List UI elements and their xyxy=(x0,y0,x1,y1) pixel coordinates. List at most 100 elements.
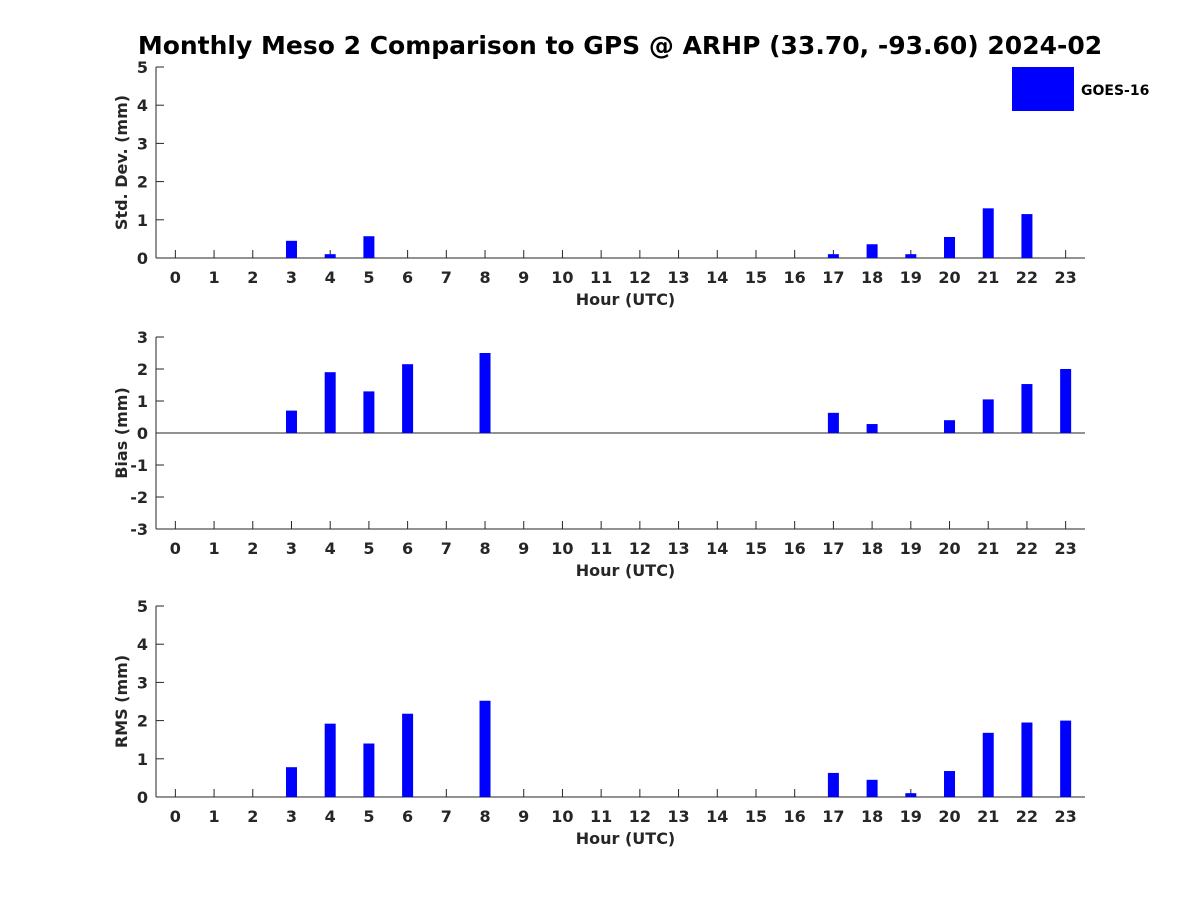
bar-hour-5 xyxy=(363,236,375,258)
y-tick-label: 3 xyxy=(137,673,148,692)
x-tick-label: 21 xyxy=(977,807,999,826)
x-tick-label: 8 xyxy=(479,807,490,826)
y-tick-label: 0 xyxy=(137,788,148,807)
y-tick-label: -2 xyxy=(130,488,148,507)
bar-hour-18 xyxy=(866,424,878,433)
x-tick-label: 13 xyxy=(667,539,689,558)
x-tick-label: 21 xyxy=(977,268,999,287)
bar-hour-3 xyxy=(285,410,297,433)
x-tick-label: 3 xyxy=(286,268,297,287)
bar-hour-17 xyxy=(827,412,839,433)
x-tick-label: 11 xyxy=(590,807,612,826)
y-tick-label: 5 xyxy=(137,58,148,77)
y-tick-label: 2 xyxy=(137,712,148,731)
x-tick-label: 9 xyxy=(518,807,529,826)
x-tick-label: 1 xyxy=(208,268,219,287)
x-tick-label: 14 xyxy=(706,268,728,287)
bar-hour-22 xyxy=(1021,722,1033,797)
x-tick-label: 17 xyxy=(822,539,844,558)
x-tick-label: 20 xyxy=(938,268,960,287)
x-axis-label: Hour (UTC) xyxy=(576,290,676,309)
x-tick-label: 7 xyxy=(441,807,452,826)
x-tick-label: 17 xyxy=(822,807,844,826)
y-tick-label: 0 xyxy=(137,249,148,268)
bar-hour-18 xyxy=(866,244,878,258)
y-tick-label: 1 xyxy=(137,392,148,411)
bar-hour-19 xyxy=(905,254,917,258)
x-tick-label: 3 xyxy=(286,807,297,826)
x-tick-label: 6 xyxy=(402,807,413,826)
bar-hour-21 xyxy=(982,732,994,797)
x-tick-label: 13 xyxy=(667,807,689,826)
x-tick-label: 18 xyxy=(861,268,883,287)
y-axis-label: Bias (mm) xyxy=(112,387,131,479)
x-tick-label: 1 xyxy=(208,807,219,826)
bar-hour-17 xyxy=(827,772,839,797)
x-tick-label: 4 xyxy=(325,268,336,287)
bar-hour-17 xyxy=(827,254,839,258)
y-tick-label: 1 xyxy=(137,211,148,230)
bar-hour-23 xyxy=(1060,369,1072,433)
x-tick-label: 12 xyxy=(629,268,651,287)
x-tick-label: 10 xyxy=(551,807,573,826)
x-tick-label: 22 xyxy=(1016,539,1038,558)
bar-hour-19 xyxy=(905,793,917,797)
bar-hour-20 xyxy=(944,236,956,258)
x-tick-label: 17 xyxy=(822,268,844,287)
x-tick-label: 22 xyxy=(1016,807,1038,826)
legend-label-goes-16: GOES-16 xyxy=(1081,83,1149,99)
bar-hour-21 xyxy=(982,208,994,258)
x-tick-label: 5 xyxy=(363,807,374,826)
y-axis-label: Std. Dev. (mm) xyxy=(112,95,131,230)
y-tick-label: 1 xyxy=(137,750,148,769)
x-axis-label: Hour (UTC) xyxy=(576,561,676,580)
bar-hour-20 xyxy=(944,771,956,797)
bar-hour-4 xyxy=(324,372,336,433)
x-tick-label: 10 xyxy=(551,539,573,558)
chart-title: Monthly Meso 2 Comparison to GPS @ ARHP … xyxy=(138,31,1102,60)
y-tick-label: 0 xyxy=(137,424,148,443)
x-tick-label: 9 xyxy=(518,539,529,558)
legend-swatch-goes-16 xyxy=(1012,67,1074,111)
x-tick-label: 23 xyxy=(1055,539,1077,558)
x-tick-label: 15 xyxy=(745,807,767,826)
bar-hour-8 xyxy=(479,353,491,433)
bar-hour-5 xyxy=(363,743,375,797)
x-tick-label: 2 xyxy=(247,539,258,558)
legend: GOES-16 xyxy=(1012,67,1149,111)
bar-hour-22 xyxy=(1021,214,1033,258)
x-tick-label: 5 xyxy=(363,539,374,558)
bar-hour-5 xyxy=(363,391,375,433)
x-tick-label: 0 xyxy=(170,539,181,558)
x-tick-label: 1 xyxy=(208,539,219,558)
x-tick-label: 20 xyxy=(938,539,960,558)
x-tick-label: 6 xyxy=(402,539,413,558)
x-tick-label: 14 xyxy=(706,807,728,826)
x-tick-label: 23 xyxy=(1055,268,1077,287)
x-axis-label: Hour (UTC) xyxy=(576,829,676,848)
x-tick-label: 8 xyxy=(479,539,490,558)
x-tick-label: 16 xyxy=(784,268,806,287)
x-tick-label: 2 xyxy=(247,268,258,287)
x-tick-label: 15 xyxy=(745,539,767,558)
bar-hour-6 xyxy=(402,364,414,433)
x-tick-label: 21 xyxy=(977,539,999,558)
bar-hour-4 xyxy=(324,723,336,797)
x-tick-label: 0 xyxy=(170,807,181,826)
x-tick-label: 9 xyxy=(518,268,529,287)
x-tick-label: 16 xyxy=(784,539,806,558)
x-tick-label: 5 xyxy=(363,268,374,287)
x-tick-label: 10 xyxy=(551,268,573,287)
y-tick-label: 3 xyxy=(137,328,148,347)
y-tick-label: -3 xyxy=(130,520,148,539)
x-tick-label: 8 xyxy=(479,268,490,287)
x-tick-label: 18 xyxy=(861,539,883,558)
x-tick-label: 16 xyxy=(784,807,806,826)
x-tick-label: 11 xyxy=(590,268,612,287)
x-tick-label: 20 xyxy=(938,807,960,826)
y-tick-label: 5 xyxy=(137,597,148,616)
x-tick-label: 22 xyxy=(1016,268,1038,287)
y-axis-label: RMS (mm) xyxy=(112,655,131,748)
